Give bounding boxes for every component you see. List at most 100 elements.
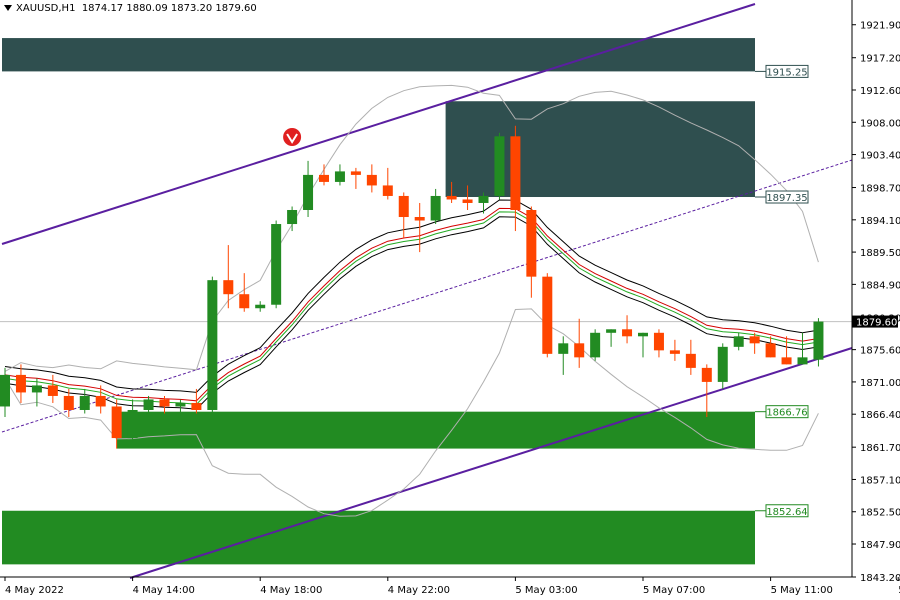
x-tick-label: 5 May 03:00: [515, 585, 577, 596]
candle-body: [143, 399, 154, 410]
channel-mid-line: [1, 159, 853, 433]
zone-price-label: 1915.25: [766, 67, 807, 78]
x-tick-label: 4 May 18:00: [260, 585, 322, 596]
candle-body: [111, 406, 122, 439]
supply-zone: [2, 38, 755, 72]
candle-body: [526, 209, 537, 277]
candle-body: [701, 367, 712, 382]
candle-body: [414, 217, 425, 221]
x-tick-label: 4 May 2022: [5, 585, 64, 596]
y-tick-label: 1847.90: [860, 540, 900, 551]
y-tick-label: 1903.40: [860, 151, 900, 162]
candle-body: [638, 332, 648, 337]
candle-body: [685, 353, 696, 368]
current-price-label: 1879.60: [856, 318, 897, 329]
candle-body: [191, 402, 202, 410]
y-tick-label: 1871.00: [860, 378, 900, 389]
x-tick-label: 5 May 07:00: [643, 585, 705, 596]
zone-layer: [2, 38, 755, 565]
candle-body: [79, 395, 90, 410]
moving-average-fast-line: [4, 211, 819, 405]
candle-body: [350, 171, 361, 175]
y-tick-label: 1861.70: [860, 443, 900, 454]
x-tick-label: 5 May 11:00: [771, 585, 833, 596]
y-tick-label: 1898.70: [860, 184, 900, 195]
candle-body: [95, 395, 106, 407]
envelope-upper-line: [4, 199, 819, 393]
demand-zone: [2, 510, 755, 565]
envelope-lower-line: [4, 216, 819, 410]
channel-upper-line: [1, 3, 756, 245]
channel-lower-line: [129, 347, 853, 579]
candle-body: [303, 174, 314, 210]
candle-body: [446, 195, 457, 200]
candle-body: [606, 329, 617, 333]
candle-body: [366, 174, 377, 186]
y-tick-label: 1912.60: [860, 86, 900, 97]
candle-body: [733, 336, 744, 347]
candle-body: [478, 195, 489, 203]
candle-body: [494, 136, 505, 196]
candle-body: [47, 385, 58, 396]
candle-body: [813, 321, 824, 360]
candle-body: [63, 395, 74, 410]
y-tick-label: 1843.20: [860, 573, 900, 584]
candle-body: [653, 332, 664, 351]
zone-price-label: 1897.35: [766, 193, 807, 204]
candle-layer: [0, 125, 824, 449]
y-tick-label: 1921.90: [860, 21, 900, 32]
candle-body: [159, 399, 170, 407]
candle-body: [781, 357, 792, 365]
candle-body: [223, 280, 234, 295]
y-tick-label: 1852.50: [860, 508, 900, 519]
candle-body: [510, 136, 521, 210]
y-tick-label: 1917.20: [860, 54, 900, 65]
candle-body: [287, 209, 298, 225]
candle-body: [542, 276, 553, 354]
y-tick-label: 1866.40: [860, 410, 900, 421]
supply-zone: [445, 101, 755, 198]
demand-zone: [116, 411, 755, 449]
candle-body: [430, 195, 441, 221]
x-tick-label: 4 May 22:00: [388, 585, 450, 596]
candle-body: [0, 374, 10, 407]
candle-body: [558, 343, 569, 354]
ohlc-readout: 1874.17 1880.09 1873.20 1879.60: [81, 3, 257, 14]
candle-body: [382, 185, 393, 196]
y-tick-label: 1857.10: [860, 475, 900, 486]
candle-body: [207, 280, 218, 410]
candle-body: [271, 224, 282, 305]
candle-body: [462, 199, 473, 203]
zone-price-label: 1866.76: [766, 408, 807, 419]
candle-body: [765, 343, 776, 358]
arrow-marker-icon: [283, 128, 302, 146]
candle-body: [574, 343, 585, 358]
zone-price-label: 1852.64: [766, 507, 807, 518]
candle-body: [15, 374, 26, 393]
candle-body: [590, 332, 601, 358]
candle-body: [749, 336, 760, 344]
candle-body: [717, 346, 728, 382]
collapse-triangle-icon[interactable]: [4, 5, 12, 11]
bollinger-lower-line: [4, 308, 819, 517]
candle-body: [127, 409, 138, 439]
y-tick-label: 1884.90: [860, 280, 900, 291]
candle-body: [797, 357, 808, 365]
x-tick-label: 5 May 15:00: [898, 585, 900, 596]
candle-body: [31, 385, 42, 393]
y-tick-label: 1889.50: [860, 248, 900, 259]
candle-body: [239, 294, 250, 309]
current-price-box: [852, 315, 898, 328]
x-tick-label: 4 May 14:00: [133, 585, 195, 596]
y-tick-label: 1894.10: [860, 216, 900, 227]
y-tick-label: 1875.60: [860, 346, 900, 357]
y-tick-label: 1908.00: [860, 118, 900, 129]
indicator-layer: [0, 3, 853, 579]
candle-body: [319, 174, 329, 182]
candle-body: [255, 304, 266, 309]
arrow-down-icon: [286, 133, 298, 144]
moving-average-line: [4, 207, 819, 402]
symbol-label: XAUUSD,H1: [16, 3, 76, 14]
